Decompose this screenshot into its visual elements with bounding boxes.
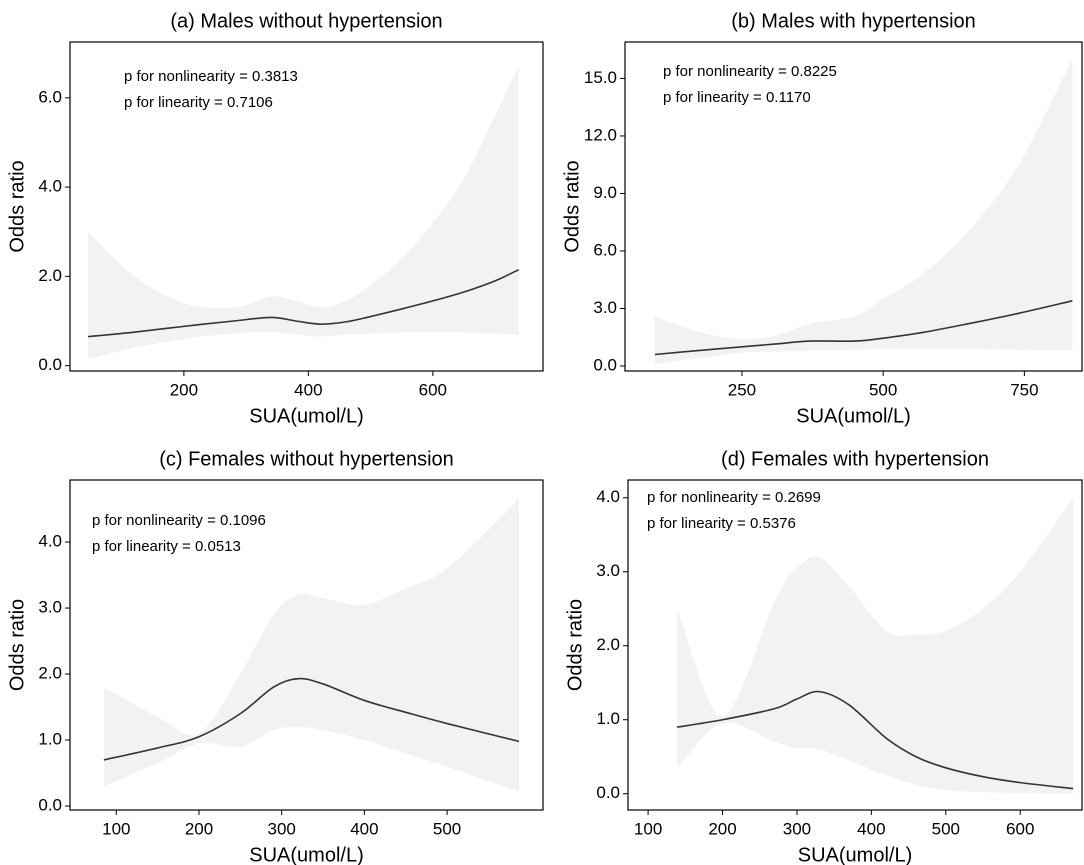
plot-frame bbox=[624, 41, 1083, 372]
annotation: p for nonlinearity = 0.2699 bbox=[647, 489, 821, 506]
y-tick-label: 6.0 bbox=[593, 240, 617, 259]
annotation: p for linearity = 0.0513 bbox=[92, 538, 241, 555]
x-tick-label: 200 bbox=[185, 819, 213, 838]
x-tick-label: 200 bbox=[170, 380, 198, 399]
y-tick-label: 15.0 bbox=[584, 68, 617, 87]
x-tick-label: 400 bbox=[350, 819, 378, 838]
plot-frame bbox=[69, 41, 544, 372]
x-axis-label: SUA(umol/L) bbox=[798, 844, 912, 865]
y-tick-label: 4.0 bbox=[596, 487, 620, 506]
x-tick-label: 400 bbox=[857, 819, 885, 838]
y-tick-label: 0.0 bbox=[38, 796, 62, 815]
annotation: p for linearity = 0.5376 bbox=[647, 515, 796, 532]
x-axis-label: SUA(umol/L) bbox=[249, 405, 363, 427]
x-tick-label: 100 bbox=[634, 819, 662, 838]
x-tick-label: 600 bbox=[419, 380, 447, 399]
y-tick-label: 9.0 bbox=[593, 183, 617, 202]
odds-ratio-line bbox=[103, 677, 520, 761]
x-tick-label: 600 bbox=[1006, 819, 1034, 838]
x-tick-label: 500 bbox=[932, 819, 960, 838]
x-tick-label: 400 bbox=[294, 380, 322, 399]
y-tick-label: 3.0 bbox=[593, 298, 617, 317]
annotation: p for linearity = 0.1170 bbox=[663, 89, 811, 106]
chart-title: (d) Females with hypertension bbox=[721, 448, 989, 470]
y-tick-label: 3.0 bbox=[596, 561, 620, 580]
x-axis-label: SUA(umol/L) bbox=[249, 844, 363, 865]
annotation: p for linearity = 0.7106 bbox=[124, 94, 273, 111]
y-tick-label: 0.0 bbox=[38, 355, 62, 374]
y-tick-label: 1.0 bbox=[596, 709, 620, 728]
x-tick-label: 300 bbox=[783, 819, 811, 838]
x-tick-label: 100 bbox=[102, 819, 130, 838]
y-tick-label: 4.0 bbox=[38, 532, 62, 551]
chart-title: (b) Males with hypertension bbox=[731, 10, 976, 32]
y-tick-label: 0.0 bbox=[593, 355, 617, 374]
y-tick-label: 2.0 bbox=[596, 635, 620, 654]
y-tick-label: 2.0 bbox=[38, 266, 62, 285]
y-tick-label: 4.0 bbox=[38, 177, 62, 196]
y-tick-label: 0.0 bbox=[596, 783, 620, 802]
odds-ratio-line bbox=[654, 300, 1073, 356]
annotation: p for nonlinearity = 0.8225 bbox=[663, 63, 837, 80]
odds-ratio-line bbox=[676, 690, 1074, 790]
y-tick-label: 6.0 bbox=[38, 87, 62, 106]
y-tick-label: 3.0 bbox=[38, 598, 62, 617]
annotation: p for nonlinearity = 0.3813 bbox=[124, 68, 298, 85]
y-tick-label: 1.0 bbox=[38, 730, 62, 749]
x-tick-label: 200 bbox=[708, 819, 736, 838]
y-tick-label: 2.0 bbox=[38, 664, 62, 683]
y-axis-label: Odds ratio bbox=[561, 160, 583, 252]
plot-frame bbox=[627, 479, 1083, 811]
x-tick-label: 750 bbox=[1010, 380, 1038, 399]
y-axis-label: Odds ratio bbox=[564, 599, 586, 691]
x-tick-label: 500 bbox=[869, 380, 897, 399]
confidence-band bbox=[88, 66, 519, 359]
chart-title: (c) Females without hypertension bbox=[159, 448, 454, 470]
y-axis-label: Odds ratio bbox=[6, 160, 28, 252]
x-tick-label: 250 bbox=[728, 380, 756, 399]
x-axis-label: SUA(umol/L) bbox=[796, 405, 910, 427]
x-tick-label: 500 bbox=[433, 819, 461, 838]
odds-ratio-line bbox=[87, 268, 520, 338]
confidence-band bbox=[654, 59, 1073, 365]
y-axis-label: Odds ratio bbox=[6, 599, 28, 691]
confidence-band bbox=[103, 499, 520, 792]
annotation: p for nonlinearity = 0.1096 bbox=[92, 512, 266, 529]
plot-frame bbox=[69, 479, 544, 811]
confidence-band bbox=[677, 497, 1074, 794]
x-tick-label: 300 bbox=[268, 819, 296, 838]
y-tick-label: 12.0 bbox=[584, 125, 617, 144]
chart-title: (a) Males without hypertension bbox=[170, 10, 442, 32]
